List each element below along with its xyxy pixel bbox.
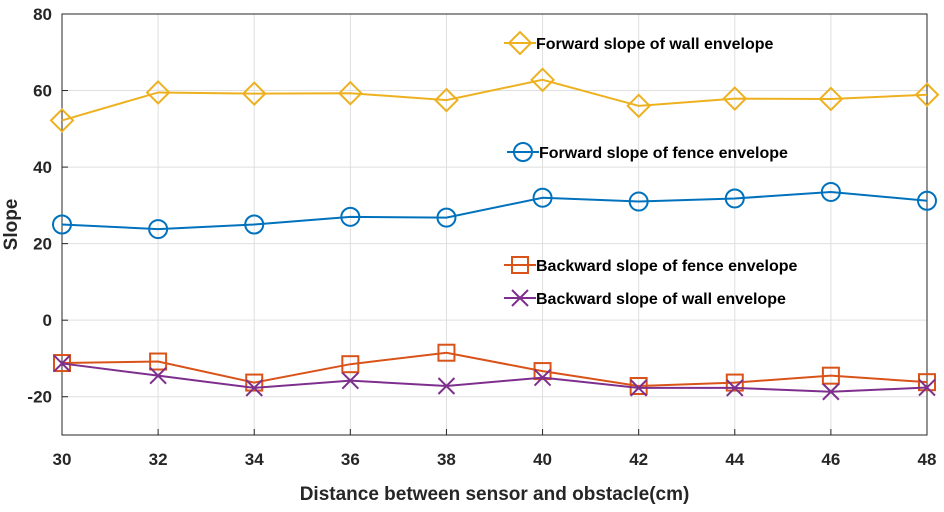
- legend-label: Backward slope of wall envelope: [536, 291, 786, 308]
- data-point-marker: [241, 81, 267, 107]
- data-point-marker: [629, 377, 648, 396]
- legend-entry: Backward slope of fence envelope: [504, 256, 798, 275]
- data-point-marker: [149, 366, 167, 385]
- data-point-marker: [49, 107, 75, 133]
- y-tick-label: 60: [33, 82, 52, 101]
- legend-marker: [507, 30, 533, 56]
- data-point-marker: [917, 190, 937, 211]
- data-point-marker: [436, 207, 457, 228]
- legend-entry: Forward slope of wall envelope: [504, 30, 773, 56]
- data-point-marker: [628, 191, 649, 212]
- legend-label: Forward slope of wall envelope: [536, 36, 773, 53]
- series-4: [53, 354, 936, 401]
- plot-area-frame: [61, 13, 928, 436]
- series-line: [61, 351, 928, 388]
- x-tick-label: 48: [918, 450, 937, 469]
- y-tick-label: -20: [27, 388, 52, 407]
- data-point-marker: [918, 373, 936, 392]
- data-point-marker: [629, 379, 648, 397]
- series-line: [61, 190, 928, 231]
- legend-entry: Backward slope of wall envelope: [504, 289, 786, 308]
- data-point-marker: [822, 383, 840, 401]
- data-point-marker: [530, 67, 555, 93]
- data-point-marker: [148, 219, 169, 240]
- x-tick-label: 44: [725, 450, 744, 469]
- legend-marker: [511, 256, 529, 274]
- data-point-marker: [341, 371, 360, 390]
- x-tick-label: 38: [437, 450, 456, 469]
- data-point-marker: [245, 379, 263, 397]
- y-tick-label: 40: [33, 158, 52, 177]
- legend-label: Forward slope of fence envelope: [539, 145, 788, 162]
- data-point-marker: [532, 187, 553, 208]
- series-2: [52, 181, 937, 240]
- data-point-marker: [821, 366, 840, 385]
- x-tick-label: 40: [533, 450, 552, 469]
- x-tick-label: 46: [821, 450, 840, 469]
- y-tick-label: 80: [33, 5, 52, 24]
- x-tick-label: 32: [149, 450, 168, 469]
- data-point-marker: [149, 352, 168, 371]
- series-1: [49, 67, 940, 133]
- series-3: [53, 343, 936, 396]
- x-tick-label: 42: [629, 450, 648, 469]
- data-point-marker: [53, 354, 71, 373]
- data-point-marker: [437, 377, 456, 395]
- x-tick-label: 36: [341, 450, 360, 469]
- data-point-marker: [722, 86, 748, 111]
- data-point-marker: [434, 87, 459, 113]
- y-axis-label: Slope: [1, 199, 22, 251]
- data-point-marker: [726, 379, 744, 397]
- legend: Forward slope of wall envelope Forward sl…: [504, 30, 798, 308]
- data-point-marker: [626, 93, 652, 119]
- series-line: [61, 78, 928, 122]
- data-point-marker: [533, 368, 552, 387]
- data-point-marker: [337, 80, 363, 106]
- data-point-marker: [918, 378, 936, 397]
- x-axis-label: Distance between sensor and obstacle(cm): [300, 484, 690, 505]
- data-point-marker: [818, 86, 844, 112]
- legend-marker: [513, 142, 533, 162]
- y-tick-label: 20: [33, 235, 52, 254]
- data-point-marker: [820, 181, 841, 202]
- data-point-marker: [725, 373, 744, 392]
- legend-marker: [511, 289, 529, 307]
- data-point-marker: [245, 373, 264, 392]
- data-point-marker: [53, 354, 71, 373]
- data-point-marker: [340, 206, 361, 227]
- data-point-marker: [145, 80, 171, 105]
- data-point-marker: [244, 214, 265, 235]
- legend-entry: Forward slope of fence envelope: [507, 142, 788, 162]
- x-tick-label: 34: [245, 450, 264, 469]
- axis-ticks: 30 32 34 36 38 40 42 44 46 48 -20 0 20 40 60 80: [27, 5, 936, 469]
- data-point-marker: [341, 355, 360, 374]
- legend-label: Backward slope of fence envelope: [536, 258, 798, 275]
- data-point-marker: [437, 343, 456, 362]
- y-tick-label: 0: [43, 311, 52, 330]
- series-line: [61, 362, 928, 393]
- data-point-marker: [724, 188, 745, 209]
- data-point-marker: [533, 362, 552, 381]
- data-series: [49, 67, 940, 401]
- grid: [61, 13, 928, 435]
- data-point-marker: [914, 82, 940, 108]
- x-tick-label: 30: [53, 450, 72, 469]
- data-point-marker: [52, 214, 72, 235]
